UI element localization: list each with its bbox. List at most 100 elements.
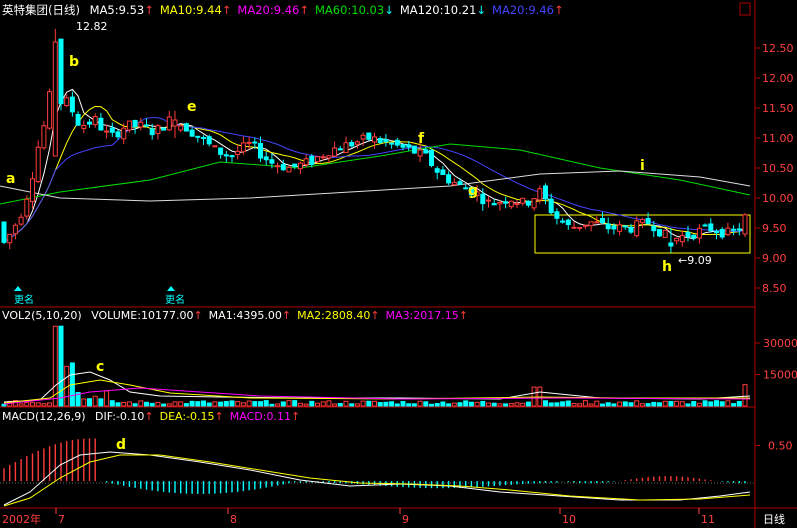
candle-body bbox=[144, 124, 149, 127]
candle-body bbox=[731, 228, 737, 231]
candle-body bbox=[69, 96, 75, 113]
period-label[interactable]: 日线 bbox=[763, 512, 785, 526]
volume-bar bbox=[280, 401, 286, 407]
volume-bar bbox=[582, 400, 588, 407]
volume-bar bbox=[92, 395, 98, 407]
volume-bar bbox=[657, 402, 662, 407]
candle-body bbox=[218, 147, 224, 155]
indicator-arrow: ↓ bbox=[476, 3, 486, 17]
volume-bar bbox=[269, 403, 275, 407]
annotation-f: f bbox=[418, 131, 425, 147]
volume-bar bbox=[223, 400, 229, 407]
candle-body bbox=[674, 237, 680, 242]
event-marker-1[interactable]: 更名 bbox=[14, 286, 34, 306]
volume-bar bbox=[696, 402, 702, 407]
volume-bar bbox=[297, 402, 303, 407]
volume-bar bbox=[491, 402, 497, 407]
volume-bar bbox=[126, 401, 132, 407]
candle-body bbox=[423, 149, 429, 154]
candle-body bbox=[605, 223, 611, 230]
candle-body bbox=[708, 223, 714, 231]
candle-body bbox=[594, 221, 600, 224]
volume-bar bbox=[389, 401, 395, 407]
candle-body bbox=[429, 149, 434, 166]
x-label-month: 7 bbox=[58, 513, 65, 526]
candle-body bbox=[468, 187, 474, 196]
candle-body bbox=[719, 228, 725, 238]
annotation-e: e bbox=[187, 99, 197, 115]
candle-body bbox=[548, 198, 554, 214]
price-tick-label: 9.00 bbox=[762, 252, 787, 265]
volume-bar bbox=[605, 402, 611, 407]
candle-body bbox=[30, 178, 35, 203]
volume-bar bbox=[115, 402, 121, 407]
volume-bar bbox=[47, 402, 53, 407]
candle-body bbox=[297, 162, 303, 170]
volume-bar bbox=[457, 402, 463, 407]
candle-body bbox=[240, 142, 246, 153]
volume-bar bbox=[634, 400, 640, 407]
volume-bar bbox=[383, 401, 389, 407]
candle-body bbox=[252, 141, 258, 144]
candle-body bbox=[246, 141, 252, 144]
macd-panel-header: MACD(12,26,9) DIF:-0.10↑ DEA:-0.15↑ MACD:0… bbox=[2, 410, 300, 423]
x-label-year: 2002年 bbox=[2, 512, 41, 526]
volume-bar bbox=[400, 401, 406, 407]
candle-body bbox=[286, 166, 292, 173]
candle-body bbox=[622, 225, 628, 228]
candle-body bbox=[354, 141, 360, 145]
volume-bar bbox=[149, 402, 155, 407]
volume-bar bbox=[178, 401, 184, 407]
volume-title: VOL2(5,10,20) bbox=[2, 309, 82, 322]
volume-bar bbox=[411, 403, 417, 407]
candle-body bbox=[508, 200, 514, 208]
security-title: 英特集团(日线) bbox=[2, 3, 80, 17]
volume-bar bbox=[332, 403, 338, 407]
indicator-arrow: ↑ bbox=[459, 309, 468, 322]
event-marker-2[interactable]: 更名 bbox=[165, 286, 185, 306]
candle-body bbox=[651, 225, 657, 232]
volume-bar bbox=[218, 401, 224, 407]
candle-body bbox=[47, 91, 53, 129]
candle-body bbox=[178, 125, 184, 131]
volume-bar bbox=[246, 400, 252, 407]
candle-body bbox=[742, 214, 748, 235]
candle-body bbox=[537, 188, 543, 201]
candle-body bbox=[600, 218, 605, 224]
candle-body bbox=[691, 234, 697, 239]
volume-tick-label: 15000 bbox=[763, 369, 797, 382]
candle-body bbox=[309, 155, 315, 165]
candle-body bbox=[35, 146, 41, 183]
candle-body bbox=[161, 127, 167, 131]
candle-body bbox=[497, 201, 503, 205]
volume-bar bbox=[286, 400, 292, 407]
volume-bar bbox=[212, 401, 218, 407]
volume-bar bbox=[372, 400, 377, 407]
candle-body bbox=[109, 127, 115, 133]
volume-bar bbox=[446, 403, 452, 407]
volume-bar bbox=[206, 402, 212, 407]
indicator-value: MA20:9.46 bbox=[237, 3, 299, 17]
volume-bar bbox=[497, 403, 503, 407]
volume-tick-label: 30000 bbox=[763, 337, 797, 350]
volume-bar bbox=[41, 403, 47, 407]
candle-body bbox=[657, 229, 662, 237]
candle-body bbox=[360, 134, 366, 140]
volume-bar bbox=[645, 403, 651, 407]
candle-body bbox=[275, 165, 281, 168]
candle-body bbox=[87, 121, 92, 125]
panel-toggle-button[interactable] bbox=[739, 2, 751, 16]
indicator-value: MA1:4395.00 bbox=[209, 309, 282, 322]
volume-bar bbox=[144, 401, 149, 407]
macd-dif-line bbox=[3, 451, 751, 506]
price-tick-label: 8.50 bbox=[762, 282, 787, 295]
candle-body bbox=[588, 221, 594, 227]
candle-body bbox=[320, 156, 326, 159]
candle-body bbox=[372, 136, 377, 143]
volume-bar bbox=[195, 401, 201, 407]
volume-bar bbox=[600, 403, 605, 407]
volume-bar bbox=[434, 403, 440, 407]
candle-body bbox=[121, 127, 127, 140]
volume-bar bbox=[240, 402, 246, 407]
